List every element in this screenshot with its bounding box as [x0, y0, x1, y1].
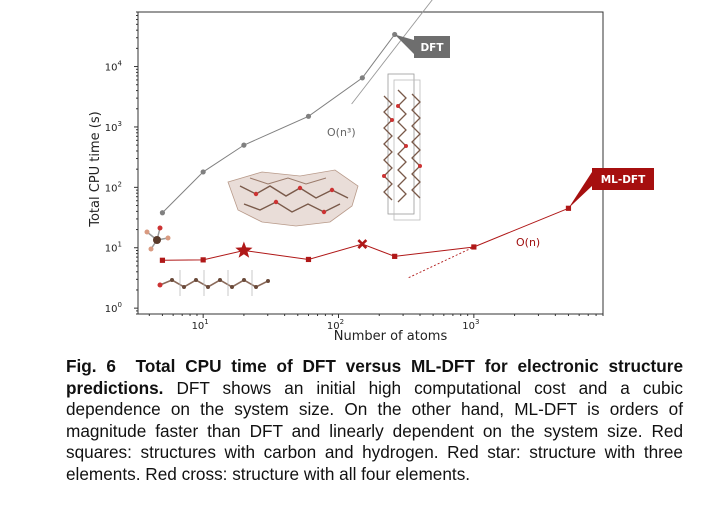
badge-pointer — [568, 172, 592, 209]
ml-dft-square-point — [471, 244, 477, 250]
series-line-ml-dft — [162, 207, 569, 261]
caption-fig-label: Fig. 6 — [66, 356, 116, 376]
x-tick-label: 101 — [192, 318, 209, 332]
figure-caption: Fig. 6 Total CPU time of DFT versus ML-D… — [66, 356, 683, 485]
fit-label: O(n³) — [327, 126, 356, 139]
dft-point — [359, 75, 365, 81]
chain-molecule-atoms — [157, 270, 270, 296]
unit-cell-structure-icon — [382, 73, 422, 221]
badge-label: DFT — [420, 42, 444, 54]
ml-dft-cross-point — [357, 239, 368, 249]
badge-pointer — [394, 34, 414, 54]
ml-dft-star-point — [235, 241, 253, 258]
dft-point — [159, 210, 166, 216]
caption-title: Total CPU time of DFT versus ML-DFT for … — [66, 356, 683, 398]
dft-badge: DFT — [394, 34, 450, 58]
ml-dft-square-point — [392, 253, 398, 259]
y-tick-label: 104 — [105, 60, 123, 74]
data-series — [159, 31, 572, 263]
series-badges: DFT ML-DFT — [394, 34, 654, 209]
small-molecule-icon — [144, 225, 171, 252]
x-axis-label: Number of atoms — [334, 329, 448, 344]
fit-label: O(n) — [516, 236, 540, 249]
caption-body: DFT shows an initial high computational … — [66, 377, 683, 484]
molecule-illustrations — [144, 73, 422, 296]
badge-label: ML-DFT — [601, 174, 646, 186]
ml-dft-square-point — [305, 256, 312, 263]
badge-box — [592, 168, 654, 190]
dft-point — [200, 169, 206, 175]
dft-point — [305, 113, 312, 119]
fit-line — [408, 246, 475, 279]
fit-line — [351, 0, 433, 105]
y-tick-label: 102 — [105, 180, 122, 194]
x-tick-label: 103 — [462, 318, 479, 332]
chain-molecule-icon — [159, 279, 269, 288]
badge-box — [414, 36, 450, 58]
dft-point — [241, 142, 247, 148]
ml-dft-square-point — [159, 257, 166, 263]
ml-dft-square-point — [200, 257, 206, 263]
series-line-dft — [162, 34, 396, 214]
ml-dft-badge: ML-DFT — [568, 168, 654, 209]
fit-lines: O(n³) O(n) — [327, 0, 540, 279]
plot-frame — [137, 11, 604, 315]
y-axis-label: Total CPU time (s) — [88, 111, 103, 227]
y-tick-label: 101 — [105, 241, 122, 255]
y-tick-label: 100 — [105, 301, 122, 315]
cluster-molecule-icon — [227, 169, 359, 227]
y-tick-label: 103 — [105, 120, 122, 134]
